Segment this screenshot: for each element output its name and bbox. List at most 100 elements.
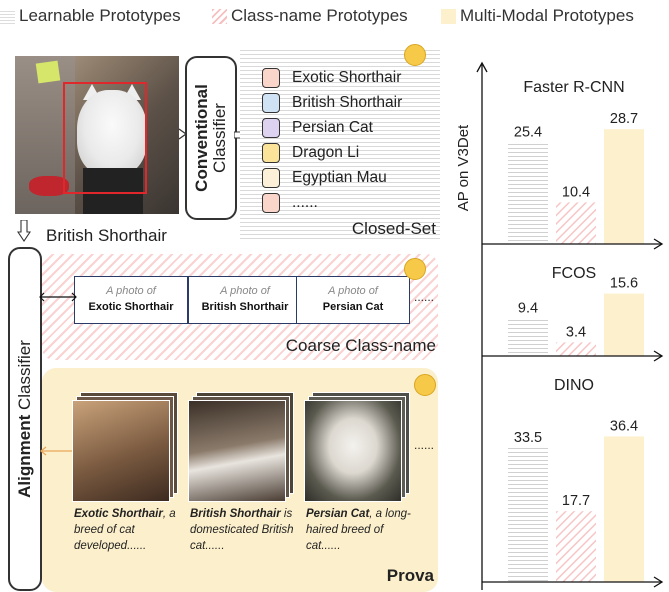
bar — [508, 142, 548, 244]
prompt-class-name: Persian Cat — [322, 301, 384, 313]
y-axis-label: AP on V3Det — [456, 124, 472, 211]
coarse-ellipsis: ...... — [414, 290, 435, 304]
prova-description: British Shorthair is domesticated Britis… — [190, 506, 302, 554]
hollow-arrow-down-icon — [17, 220, 31, 242]
bar-value-label: 3.4 — [566, 324, 586, 340]
sticky-note — [35, 60, 61, 84]
prompt-prefix: A photo of — [220, 285, 270, 297]
class-chip — [262, 193, 280, 213]
detection-box — [63, 82, 147, 194]
conventional-classifier: Conventional Classifier — [185, 56, 237, 220]
bar — [556, 342, 596, 356]
double-arrow-icon — [39, 292, 77, 302]
persian-cat-photo — [304, 400, 402, 502]
bar-value-label: 33.5 — [514, 430, 542, 446]
bar — [556, 202, 596, 244]
prova-label: Prova — [386, 566, 434, 585]
class-row: Exotic Shorthair — [262, 68, 401, 88]
bar-value-label: 36.4 — [610, 418, 638, 434]
arrow-left-icon — [39, 446, 72, 456]
red-scissors — [29, 176, 69, 196]
class-label: Dragon Li — [292, 144, 360, 161]
learnable-swatch — [0, 8, 15, 24]
closed-set-label: Closed-Set — [351, 219, 436, 238]
legend-label: Class-name Prototypes — [231, 6, 408, 25]
prediction-label: British Shorthair — [46, 226, 167, 245]
class-label: Persian Cat — [292, 119, 373, 136]
image-stack — [188, 392, 294, 502]
class-row: Egyptian Mau — [262, 168, 387, 188]
panel-title: Faster R-CNN — [523, 79, 624, 96]
x-axis-arrow — [653, 238, 664, 250]
description-text: , a long-haired breed of cat...... — [306, 508, 411, 552]
legend-item-multi-modal: Multi-Modal Prototypes — [441, 6, 634, 26]
class-chip — [262, 93, 280, 113]
input-cat-photo — [15, 56, 179, 214]
y-axis-arrow — [476, 61, 488, 73]
bar — [604, 436, 644, 582]
legend-label: Learnable Prototypes — [19, 6, 181, 25]
bar-value-label: 15.6 — [610, 276, 638, 292]
white-cat — [77, 90, 147, 176]
prova-ellipsis: ...... — [414, 438, 435, 452]
bar-value-label: 10.4 — [562, 184, 590, 200]
class-label: Egyptian Mau — [292, 169, 387, 186]
prompt-card: A photo of Exotic Shorthair — [74, 276, 188, 324]
class-chip — [262, 143, 280, 163]
alignment-title-bold: Alignment — [15, 414, 34, 498]
bar — [604, 293, 644, 356]
alignment-classifier-title: Alignment Classifier — [15, 340, 35, 498]
bar-value-label: 28.7 — [610, 111, 638, 127]
ap-bar-chart: AP on V3Det Faster R-CNN 25.4 10.4 28.7 FCOS 9… — [456, 61, 664, 590]
conventional-classifier-title: Conventional Classifier — [192, 84, 229, 192]
exotic-shorthair-photo — [72, 400, 170, 502]
description-class-name: British Shorthair — [190, 508, 281, 520]
description-class-name: Persian Cat — [306, 508, 370, 520]
legend-item-learnable: Learnable Prototypes — [0, 6, 181, 26]
class-chip — [262, 168, 280, 188]
class-label: ...... — [292, 194, 318, 211]
bar — [604, 129, 644, 244]
image-stack — [72, 392, 178, 502]
prova-description: Exotic Shorthair, a breed of cat develop… — [74, 506, 186, 554]
class-label: Exotic Shorthair — [292, 69, 402, 86]
image-stack — [304, 392, 410, 502]
class-chip — [262, 118, 280, 138]
smiling-emoji-icon — [414, 374, 436, 396]
panel-title: DINO — [554, 377, 594, 394]
coarse-class-name-label: Coarse Class-name — [285, 336, 436, 355]
prova-description: Persian Cat, a long-haired breed of cat.… — [306, 506, 418, 554]
legend-label: Multi-Modal Prototypes — [460, 6, 634, 25]
description-text: , a breed of cat developed...... — [74, 508, 176, 552]
conventional-title-rest: Classifier — [210, 103, 229, 173]
legend: Learnable Prototypes Class-name Prototyp… — [0, 6, 669, 32]
bar-value-label: 9.4 — [518, 300, 538, 316]
pen-cup — [83, 168, 143, 214]
bar-value-label: 17.7 — [562, 493, 590, 509]
prompt-class-name: Exotic Shorthair — [88, 301, 174, 313]
prompt-prefix: A photo of — [106, 285, 156, 297]
bar — [508, 318, 548, 356]
x-axis-arrow — [653, 350, 664, 362]
prompt-class-name: British Shorthair — [201, 301, 289, 313]
class-row: ...... — [262, 193, 318, 213]
description-text: is domesticated British cat...... — [190, 508, 294, 552]
class-row: Dragon Li — [262, 143, 359, 163]
bar-value-label: 25.4 — [514, 124, 542, 140]
bar — [556, 511, 596, 582]
bar — [508, 448, 548, 582]
panel-title: FCOS — [552, 265, 596, 282]
prompt-card: A photo of British Shorthair — [188, 276, 302, 324]
class-row: British Shorthair — [262, 93, 402, 113]
class-row: Persian Cat — [262, 118, 373, 138]
alignment-classifier: Alignment Classifier — [8, 247, 42, 591]
closed-set-panel: Exotic Shorthair British Shorthair Persi… — [240, 50, 440, 239]
alignment-title-rest: Classifier — [15, 340, 34, 415]
legend-item-class-name: Class-name Prototypes — [212, 6, 408, 26]
class-label: British Shorthair — [292, 94, 403, 111]
class-name-swatch — [212, 8, 227, 24]
prompt-prefix: A photo of — [328, 285, 378, 297]
prompt-card: A photo of Persian Cat — [296, 276, 410, 324]
british-shorthair-photo — [188, 400, 286, 502]
coarse-class-name-panel: A photo of Exotic Shorthair A photo of B… — [42, 254, 438, 360]
